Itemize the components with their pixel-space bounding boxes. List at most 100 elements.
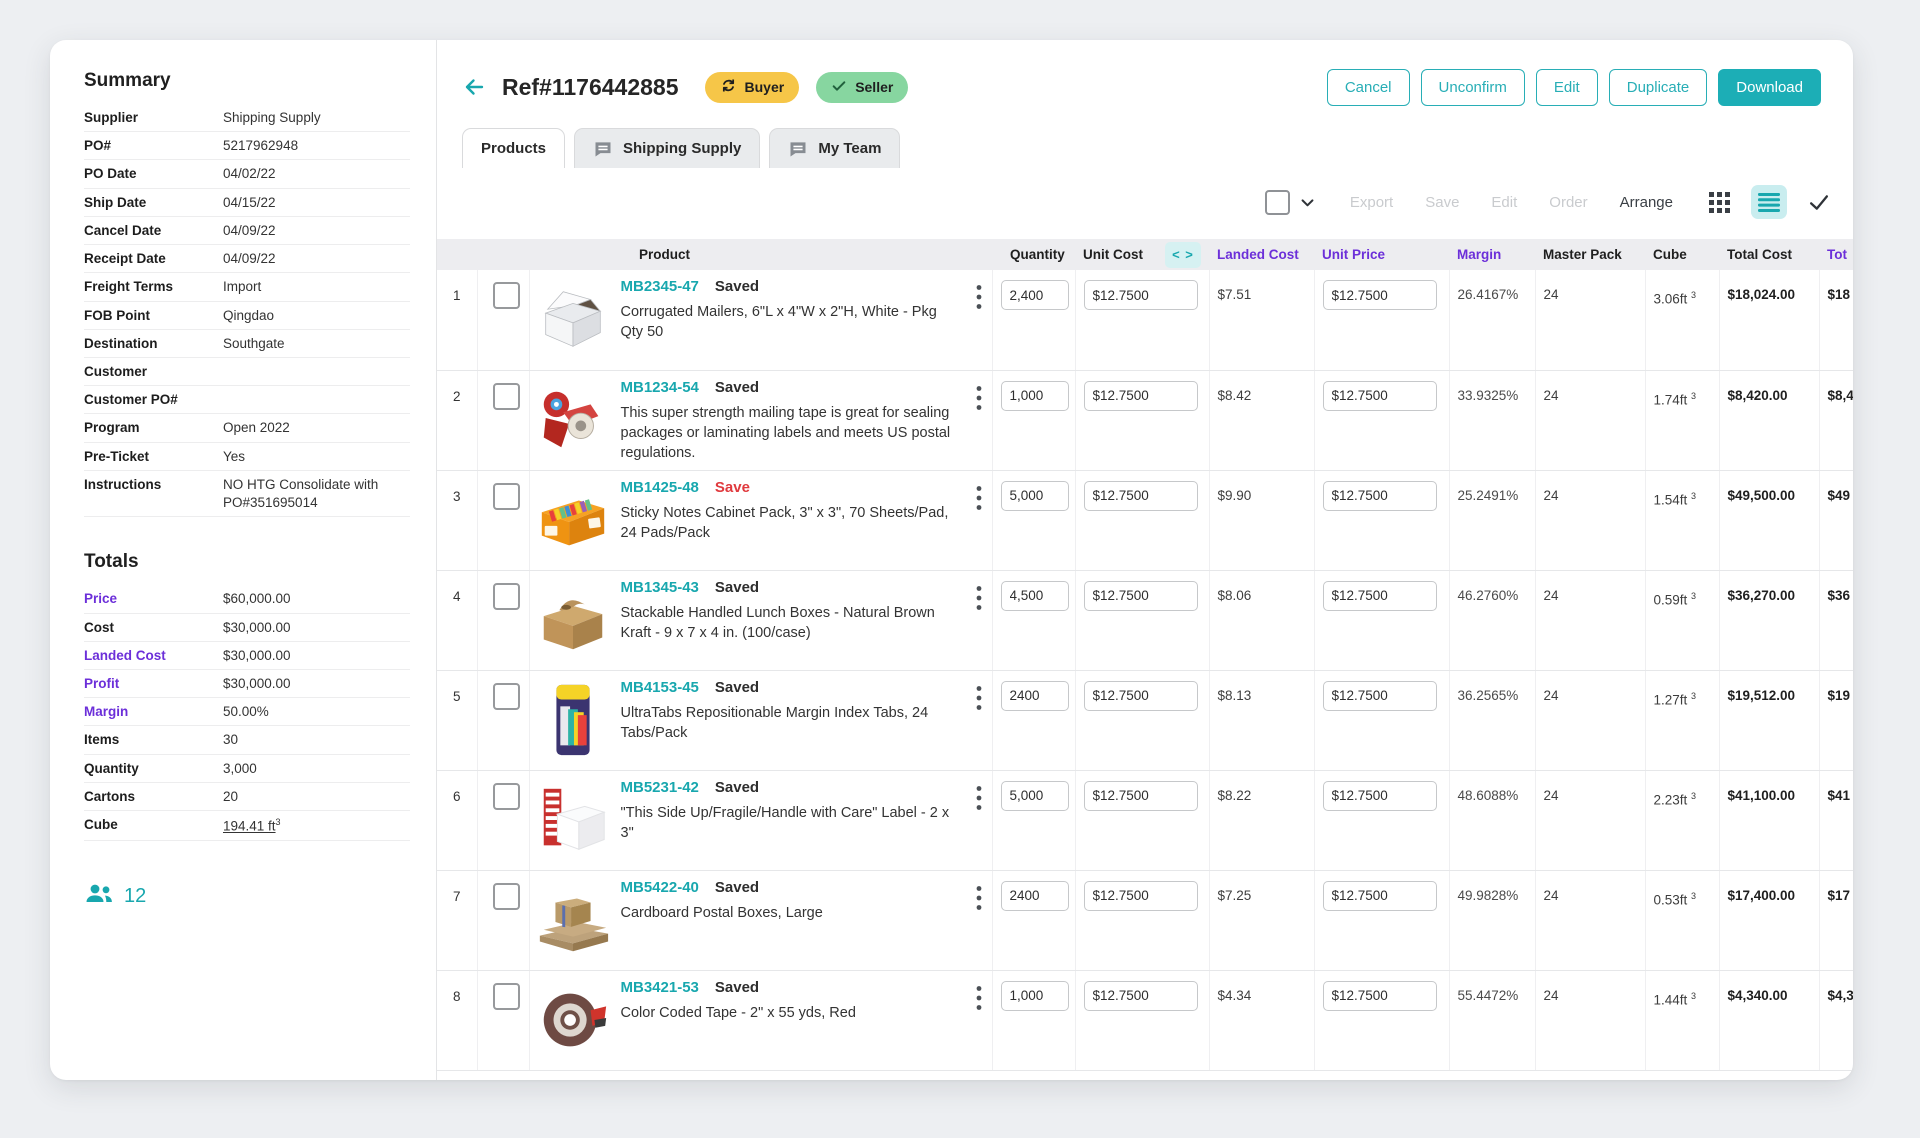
product-image-tape-roll: [532, 979, 614, 1061]
row-checkbox[interactable]: [492, 482, 520, 510]
unit-price-input[interactable]: [1322, 580, 1437, 611]
product-code-link[interactable]: MB1345-43: [620, 578, 699, 596]
product-status: Saved: [714, 678, 760, 696]
unit-cost-input[interactable]: [1083, 280, 1198, 310]
back-button[interactable]: [462, 74, 488, 100]
summary-row-value: Qingdao: [223, 307, 275, 323]
select-all-checkbox[interactable]: [1264, 189, 1290, 215]
row-menu-icon[interactable]: [970, 779, 988, 811]
product-code-link[interactable]: MB2345-47: [620, 278, 699, 295]
tab-shipping-supply[interactable]: Shipping Supply: [574, 128, 761, 168]
list-view-icon[interactable]: [1751, 185, 1787, 219]
totals-row-value: 20: [223, 788, 239, 804]
unit-cost-input[interactable]: [1083, 480, 1198, 511]
totals-row-value: 194.41 ft3: [223, 817, 281, 834]
row-checkbox[interactable]: [492, 882, 520, 910]
product-code-link[interactable]: MB3421-53: [620, 978, 699, 996]
chevron-down-icon[interactable]: [1299, 194, 1316, 211]
quantity-input[interactable]: [1000, 980, 1069, 1011]
unit-price-input[interactable]: [1322, 380, 1437, 411]
unit-cost-input[interactable]: [1083, 580, 1198, 611]
tab-label: My Team: [818, 140, 882, 157]
tab-products[interactable]: Products: [462, 128, 566, 168]
unit-cost-input[interactable]: [1083, 680, 1198, 711]
unit-cost-input[interactable]: [1083, 980, 1198, 1011]
expand-columns-icon[interactable]: < >: [1165, 241, 1201, 268]
margin-value: 25.2491%: [1449, 470, 1536, 571]
unit-cost-input[interactable]: [1083, 780, 1198, 811]
row-menu-icon[interactable]: [970, 879, 988, 911]
tab-my-team[interactable]: My Team: [769, 128, 901, 168]
product-code-link[interactable]: MB1234-54: [620, 378, 699, 396]
row-menu-icon[interactable]: [970, 979, 988, 1011]
unconfirm-button[interactable]: Unconfirm: [1420, 68, 1525, 106]
column-header-landed_cost: Landed Cost: [1209, 239, 1314, 270]
row-checkbox[interactable]: [492, 782, 520, 810]
tab-label: Products: [481, 140, 547, 157]
totals-row-label: Cost: [84, 619, 114, 635]
badge-seller[interactable]: Seller: [816, 71, 909, 103]
row-checkbox[interactable]: [492, 382, 520, 410]
product-code-link[interactable]: MB4153-45: [620, 678, 699, 696]
unit-price-input[interactable]: [1322, 280, 1437, 310]
row-checkbox[interactable]: [492, 582, 520, 610]
quantity-input[interactable]: [1000, 880, 1069, 911]
unit-cost-input[interactable]: [1083, 380, 1198, 411]
edit-button[interactable]: Edit: [1535, 68, 1598, 106]
grid-view-icon[interactable]: [1701, 185, 1737, 219]
total-price-value: $19: [1819, 670, 1853, 771]
quantity-input[interactable]: [1000, 280, 1069, 310]
duplicate-button[interactable]: Duplicate: [1608, 68, 1708, 106]
quantity-input[interactable]: [1000, 480, 1069, 511]
product-image-postal-boxes: [532, 879, 614, 961]
unit-price-input[interactable]: [1322, 480, 1437, 511]
row-menu-icon[interactable]: [970, 479, 988, 511]
product-status: Saved: [714, 578, 760, 596]
toolbar-export-button: Export: [1349, 193, 1394, 211]
product-code-link[interactable]: MB5231-42: [620, 778, 699, 796]
summary-title: Summary: [84, 70, 171, 91]
row-checkbox[interactable]: [492, 982, 520, 1010]
product-description: Color Coded Tape - 2" x 55 yds, Red: [620, 1004, 856, 1021]
product-status: Saved: [714, 778, 760, 796]
toolbar-arrange-button[interactable]: Arrange: [1619, 193, 1673, 211]
row-menu-icon[interactable]: [970, 278, 988, 310]
row-checkbox[interactable]: [492, 682, 520, 710]
product-image-gable-box: [532, 579, 614, 661]
row-menu-icon[interactable]: [970, 379, 988, 411]
cube-value: 1.44ft 3: [1645, 970, 1720, 1071]
quantity-input[interactable]: [1000, 680, 1069, 711]
unit-price-input[interactable]: [1322, 980, 1437, 1011]
unit-price-input[interactable]: [1322, 680, 1437, 711]
badge-label: Seller: [855, 79, 894, 95]
table-header-row: Product Quantity Unit Cost < > Landed Cost Un…: [437, 239, 1853, 270]
confirm-check-icon[interactable]: [1801, 185, 1837, 219]
total-cost-value: $19,512.00: [1719, 670, 1820, 771]
total-cost-value: $49,500.00: [1719, 470, 1820, 571]
product-code-link[interactable]: MB1425-48: [620, 478, 699, 496]
download-button[interactable]: Download: [1718, 68, 1821, 106]
row-menu-icon[interactable]: [970, 679, 988, 711]
unit-cost-input[interactable]: [1083, 880, 1198, 911]
quantity-input[interactable]: [1000, 580, 1069, 611]
unit-price-input[interactable]: [1322, 780, 1437, 811]
badge-buyer[interactable]: Buyer: [704, 71, 800, 103]
summary-row-label: PO Date: [84, 166, 137, 182]
totals-row-label: Items: [84, 732, 120, 748]
totals-row: Price $60,000.00: [84, 585, 410, 614]
margin-value: 36.2565%: [1449, 670, 1536, 771]
table-row: 7 MB5422-40 Saved Cardboard Postal Boxes, L…: [437, 870, 1853, 971]
row-menu-icon[interactable]: [970, 579, 988, 611]
summary-row: Program Open 2022: [84, 414, 410, 443]
quantity-input[interactable]: [1000, 380, 1069, 411]
cancel-button[interactable]: Cancel: [1326, 68, 1410, 106]
row-checkbox[interactable]: [492, 282, 520, 309]
summary-row-value: Shipping Supply: [223, 110, 321, 125]
quantity-input[interactable]: [1000, 780, 1069, 811]
summary-row-value: 04/02/22: [223, 166, 276, 182]
members-button[interactable]: 12: [84, 883, 410, 910]
summary-row-label: Supplier: [84, 110, 139, 125]
unit-price-input[interactable]: [1322, 880, 1437, 911]
product-image-tape-dispenser: [532, 379, 614, 461]
product-code-link[interactable]: MB5422-40: [620, 878, 699, 896]
